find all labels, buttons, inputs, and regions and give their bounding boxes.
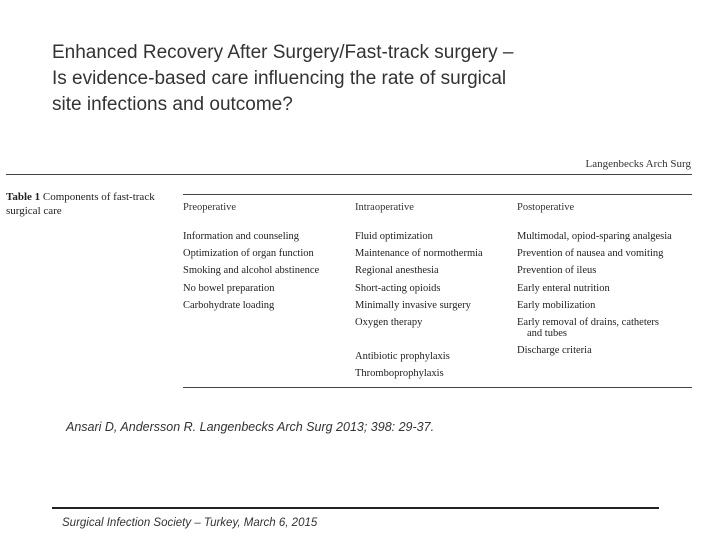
table-cell: Optimization of organ function — [183, 248, 314, 260]
table-top-rule — [6, 174, 692, 175]
table-bottom-rule — [183, 387, 692, 388]
table-cell: Smoking and alcohol abstinence — [183, 265, 320, 277]
table-cell: Early enteral nutrition — [517, 282, 610, 294]
table-cell: Fluid optimization — [355, 231, 433, 242]
table-header-rule — [183, 194, 692, 195]
table-cell: Prevention of nausea and vomiting — [517, 248, 664, 260]
table-cell: Early removal of drains, catheters — [517, 317, 659, 329]
slide-title: Enhanced Recovery After Surgery/Fast-tra… — [52, 40, 672, 118]
column-header-intraoperative: Intraoperative — [355, 202, 414, 213]
column-header-postoperative: Postoperative — [517, 202, 575, 213]
table-cell: Early mobilization — [517, 299, 596, 311]
table-scan: Langenbecks Arch Surg Table 1 Components… — [0, 150, 709, 400]
table-cell: Prevention of ileus — [517, 265, 597, 277]
title-line-2: Is evidence-based care influencing the r… — [52, 68, 507, 89]
table-cell: Discharge criteria — [517, 345, 592, 357]
postoperative-column: Multimodal, opiod-sparing analgesia Prev… — [517, 228, 697, 359]
table-label: Table 1 — [6, 191, 41, 203]
footer-text: Surgical Infection Society – Turkey, Mar… — [62, 517, 318, 529]
intraoperative-column: Fluid optimization Maintenance of normot… — [355, 228, 515, 383]
table-cell-continuation: and tubes — [527, 328, 567, 340]
column-header-preoperative: Preoperative — [183, 202, 237, 213]
table-cell: Regional anesthesia — [355, 265, 439, 277]
table-caption-text: Components of fast-track surgical care — [6, 191, 155, 217]
table-cell: No bowel preparation — [183, 282, 275, 294]
table-cell: Multimodal, opiod-sparing analgesia — [517, 231, 672, 242]
table-cell: Information and counseling — [183, 231, 300, 242]
preoperative-column: Information and counseling Optimization … — [183, 228, 353, 314]
citation: Ansari D, Andersson R. Langenbecks Arch … — [66, 420, 435, 434]
table-cell: Thromboprophylaxis — [355, 368, 444, 380]
table-cell: Carbohydrate loading — [183, 299, 275, 311]
table-cell: Maintenance of normothermia — [355, 248, 483, 260]
journal-header: Langenbecks Arch Surg — [585, 158, 692, 170]
title-line-3: site infections and outcome? — [52, 94, 293, 115]
table-caption: Table 1 Components of fast-track surgica… — [6, 190, 156, 218]
table-cell: Antibiotic prophylaxis — [355, 351, 450, 363]
table-cell: Minimally invasive surgery — [355, 299, 471, 311]
table-cell: Oxygen therapy — [355, 317, 423, 329]
table-cell: Short-acting opioids — [355, 282, 441, 294]
row-gap — [355, 331, 515, 348]
footer-divider — [52, 507, 659, 509]
title-line-1: Enhanced Recovery After Surgery/Fast-tra… — [52, 42, 514, 63]
